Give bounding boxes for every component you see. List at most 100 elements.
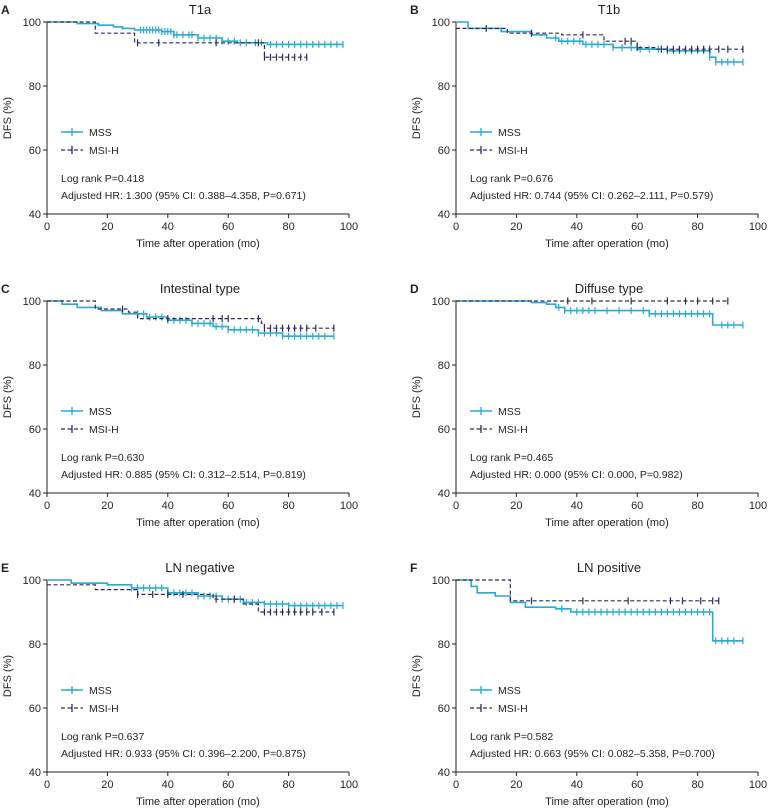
x-tick-label: 80 bbox=[282, 221, 294, 233]
x-tick-label: 80 bbox=[282, 779, 294, 791]
x-tick-label: 80 bbox=[691, 779, 703, 791]
x-tick-label: 100 bbox=[340, 779, 358, 791]
y-tick-label: 40 bbox=[29, 767, 41, 779]
msi-h-curve bbox=[47, 300, 334, 329]
adjusted-hr-text: Adjusted HR: 0.000 (95% CI: 0.000, P=0.9… bbox=[470, 469, 683, 481]
x-tick-label: 0 bbox=[453, 500, 459, 512]
x-tick-label: 80 bbox=[691, 221, 703, 233]
y-tick-label: 60 bbox=[438, 145, 450, 157]
y-tick-label: 60 bbox=[438, 703, 450, 715]
x-tick-label: 60 bbox=[631, 500, 643, 512]
panel-title: T1b bbox=[598, 2, 620, 17]
panel-letter: E bbox=[1, 561, 9, 575]
x-tick-label: 40 bbox=[571, 779, 583, 791]
x-tick-label: 60 bbox=[631, 779, 643, 791]
legend-label: MSI-H bbox=[498, 703, 528, 715]
x-tick-label: 0 bbox=[44, 779, 50, 791]
mss-curve bbox=[456, 21, 743, 63]
panel-letter: F bbox=[410, 561, 417, 575]
y-tick-label: 60 bbox=[29, 424, 41, 436]
x-axis-title: Time after operation (mo) bbox=[136, 238, 260, 250]
y-axis-title: DFS (%) bbox=[2, 376, 14, 418]
y-tick-label: 80 bbox=[438, 639, 450, 651]
panel-title: LN negative bbox=[165, 560, 234, 575]
y-tick-label: 100 bbox=[23, 296, 41, 308]
y-tick-label: 100 bbox=[432, 296, 450, 308]
panel-e: E LN negative 40 60 80 100 0 20 40 60 80 100 Time af… bbox=[1, 560, 358, 808]
x-tick-label: 20 bbox=[510, 500, 522, 512]
legend-label: MSS bbox=[498, 685, 521, 697]
x-axis-title: Time after operation (mo) bbox=[136, 796, 260, 808]
y-axis-title: DFS (%) bbox=[411, 97, 423, 139]
adjusted-hr-text: Adjusted HR: 0.933 (95% CI: 0.396–2.200,… bbox=[61, 748, 306, 760]
y-tick-label: 80 bbox=[438, 81, 450, 93]
x-tick-label: 100 bbox=[749, 500, 767, 512]
log-rank-text: Log rank P=0.676 bbox=[470, 173, 553, 185]
y-tick-label: 40 bbox=[438, 488, 450, 500]
panel-title: LN positive bbox=[577, 560, 641, 575]
log-rank-text: Log rank P=0.582 bbox=[470, 731, 553, 743]
x-tick-label: 60 bbox=[222, 779, 234, 791]
msi-h-curve bbox=[47, 21, 307, 58]
x-tick-label: 0 bbox=[44, 221, 50, 233]
y-axis-title: DFS (%) bbox=[2, 97, 14, 139]
x-axis-title: Time after operation (mo) bbox=[545, 238, 669, 250]
legend-label: MSI-H bbox=[498, 145, 528, 157]
panel-title: Diffuse type bbox=[575, 281, 643, 296]
mss-curve bbox=[456, 300, 743, 326]
y-tick-label: 40 bbox=[438, 209, 450, 221]
y-tick-label: 40 bbox=[29, 209, 41, 221]
log-rank-text: Log rank P=0.465 bbox=[470, 452, 553, 464]
x-tick-label: 60 bbox=[631, 221, 643, 233]
x-tick-label: 80 bbox=[282, 500, 294, 512]
y-tick-label: 80 bbox=[438, 360, 450, 372]
x-tick-label: 80 bbox=[691, 500, 703, 512]
x-tick-label: 0 bbox=[44, 500, 50, 512]
y-tick-label: 80 bbox=[29, 81, 41, 93]
panel-b: B T1b 40 60 80 100 0 20 40 60 80 100 Time after oper… bbox=[410, 2, 767, 250]
y-tick-label: 40 bbox=[29, 488, 41, 500]
y-axis-title: DFS (%) bbox=[411, 376, 423, 418]
x-tick-label: 40 bbox=[162, 221, 174, 233]
mss-curve bbox=[47, 579, 343, 607]
legend-label: MSS bbox=[89, 406, 112, 418]
panel-d: D Diffuse type 40 60 80 100 0 20 40 60 80 100 Time a… bbox=[410, 281, 767, 529]
x-tick-label: 60 bbox=[222, 221, 234, 233]
legend-label: MSS bbox=[89, 685, 112, 697]
x-tick-label: 100 bbox=[340, 221, 358, 233]
x-tick-label: 20 bbox=[101, 500, 113, 512]
x-tick-label: 20 bbox=[510, 221, 522, 233]
x-tick-label: 0 bbox=[453, 779, 459, 791]
adjusted-hr-text: Adjusted HR: 1.300 (95% CI: 0.388–4.358,… bbox=[61, 190, 306, 202]
y-tick-label: 60 bbox=[29, 703, 41, 715]
legend-label: MSI-H bbox=[89, 145, 119, 157]
x-tick-label: 40 bbox=[162, 779, 174, 791]
y-tick-label: 80 bbox=[29, 639, 41, 651]
y-axis-title: DFS (%) bbox=[411, 655, 423, 697]
x-tick-label: 100 bbox=[340, 500, 358, 512]
mss-curve bbox=[47, 21, 343, 46]
x-tick-label: 40 bbox=[162, 500, 174, 512]
panel-letter: B bbox=[410, 3, 419, 17]
panel-letter: C bbox=[1, 282, 10, 296]
y-tick-label: 40 bbox=[438, 767, 450, 779]
mss-curve bbox=[456, 579, 743, 642]
panel-title: T1a bbox=[189, 2, 212, 17]
panel-c: C Intestinal type 40 60 80 100 0 20 40 60 80 100 Tim… bbox=[1, 281, 358, 529]
x-tick-label: 20 bbox=[101, 779, 113, 791]
legend-label: MSS bbox=[498, 406, 521, 418]
panel-title: Intestinal type bbox=[160, 281, 240, 296]
x-tick-label: 60 bbox=[222, 500, 234, 512]
panel-a: A T1a 40 60 80 100 0 20 40 60 80 100 Time after oper… bbox=[1, 2, 358, 250]
y-tick-label: 100 bbox=[23, 17, 41, 29]
log-rank-text: Log rank P=0.418 bbox=[61, 173, 144, 185]
panel-letter: A bbox=[1, 3, 10, 17]
log-rank-text: Log rank P=0.637 bbox=[61, 731, 144, 743]
y-tick-label: 100 bbox=[432, 575, 450, 587]
x-tick-label: 0 bbox=[453, 221, 459, 233]
x-tick-label: 40 bbox=[571, 500, 583, 512]
adjusted-hr-text: Adjusted HR: 0.744 (95% CI: 0.262–2.111,… bbox=[470, 190, 713, 202]
y-axis-title: DFS (%) bbox=[2, 655, 14, 697]
panel-letter: D bbox=[410, 282, 419, 296]
